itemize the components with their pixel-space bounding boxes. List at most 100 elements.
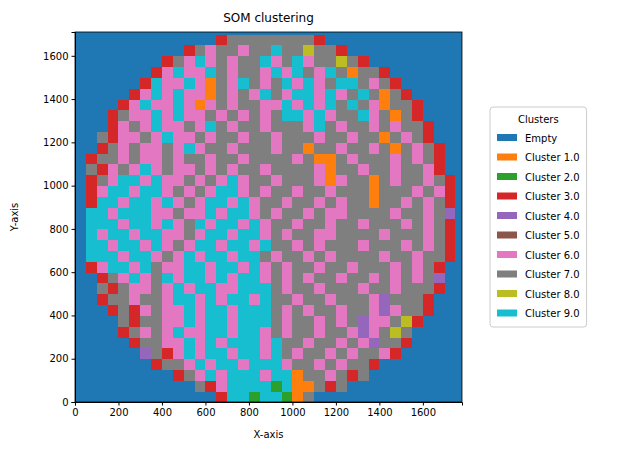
cell: [140, 218, 151, 229]
cell: [325, 99, 336, 110]
cell: [423, 121, 434, 132]
cell: [97, 110, 108, 121]
cell: [412, 164, 423, 175]
cell: [205, 153, 216, 164]
cell: [455, 294, 462, 305]
legend-swatch: [497, 310, 517, 317]
cell: [129, 45, 140, 56]
cell: [140, 56, 151, 67]
cell: [347, 88, 358, 99]
cell: [390, 326, 401, 337]
cell: [303, 391, 314, 402]
cell: [325, 391, 336, 402]
cell: [162, 218, 173, 229]
chart: 0200400600800100012001400160002004006008…: [0, 0, 624, 455]
cell: [260, 164, 271, 175]
cell: [423, 240, 434, 251]
cell: [184, 272, 195, 283]
cell: [379, 337, 390, 348]
cell: [140, 283, 151, 294]
cell: [86, 56, 97, 67]
cell: [282, 77, 293, 88]
cell: [455, 261, 462, 272]
x-tick-mark: [249, 402, 250, 406]
cell: [347, 240, 358, 251]
cell: [140, 326, 151, 337]
cell: [108, 132, 119, 143]
cell: [260, 67, 271, 78]
cell: [445, 153, 456, 164]
cell: [195, 67, 206, 78]
cell: [336, 359, 347, 370]
cell: [423, 175, 434, 186]
cell: [118, 337, 129, 348]
cell: [129, 88, 140, 99]
cell: [86, 153, 97, 164]
cell: [75, 45, 86, 56]
x-tick: 0: [72, 402, 78, 418]
cell: [358, 240, 369, 251]
cell: [227, 110, 238, 121]
cell: [412, 391, 423, 402]
cell: [97, 337, 108, 348]
cell: [195, 207, 206, 218]
cell: [412, 153, 423, 164]
cell: [216, 121, 227, 132]
cell: [271, 326, 282, 337]
cell: [205, 186, 216, 197]
cell: [401, 272, 412, 283]
cell: [75, 326, 86, 337]
cell: [205, 359, 216, 370]
cell: [216, 337, 227, 348]
cell: [75, 196, 86, 207]
cell: [434, 175, 445, 186]
cell: [129, 67, 140, 78]
cell: [358, 229, 369, 240]
cell: [292, 196, 303, 207]
cell: [434, 315, 445, 326]
cell: [162, 337, 173, 348]
cell: [434, 186, 445, 197]
cell: [195, 348, 206, 359]
cell: [97, 218, 108, 229]
cell: [195, 196, 206, 207]
cell: [455, 110, 462, 121]
cell: [227, 272, 238, 283]
cell: [358, 251, 369, 262]
cell: [184, 391, 195, 402]
y-tick: 400: [49, 310, 75, 321]
cell: [216, 142, 227, 153]
cell: [118, 315, 129, 326]
cell: [227, 186, 238, 197]
cell: [314, 251, 325, 262]
cell: [336, 283, 347, 294]
cell: [162, 77, 173, 88]
cell: [271, 88, 282, 99]
cell: [303, 305, 314, 316]
cell: [271, 370, 282, 381]
y-tick-mark: [72, 402, 76, 403]
cell: [358, 34, 369, 45]
cell: [292, 294, 303, 305]
cell: [195, 380, 206, 391]
cell: [390, 207, 401, 218]
cell: [118, 45, 129, 56]
cell: [292, 305, 303, 316]
cell: [358, 67, 369, 78]
cell: [325, 326, 336, 337]
cell: [140, 121, 151, 132]
cell: [173, 34, 184, 45]
x-tick-label: 200: [109, 407, 128, 418]
cell: [86, 294, 97, 305]
cell: [358, 142, 369, 153]
cell: [336, 326, 347, 337]
cell: [75, 132, 86, 143]
cell: [184, 175, 195, 186]
cell: [184, 207, 195, 218]
cell: [97, 77, 108, 88]
cell: [205, 229, 216, 240]
cell: [434, 391, 445, 402]
cell: [303, 294, 314, 305]
cell: [369, 283, 380, 294]
cell: [390, 305, 401, 316]
